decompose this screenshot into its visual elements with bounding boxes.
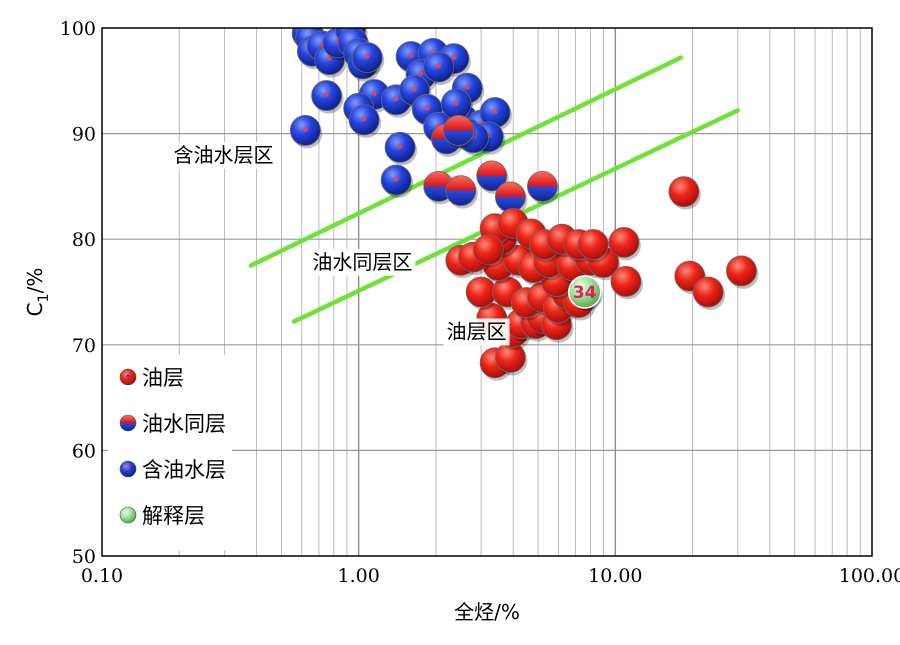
plot-frame: [101, 27, 873, 557]
y-tick-label: 50: [72, 546, 96, 568]
data-points: [289, 28, 759, 381]
data-point: [465, 276, 499, 310]
data-point: [289, 115, 323, 149]
y-tick-label: 80: [72, 229, 96, 251]
data-point: [527, 170, 560, 205]
data-point: [423, 51, 456, 86]
annotations: 34: [567, 275, 603, 311]
data-point: [726, 255, 759, 289]
data-point: [445, 175, 478, 209]
y-tick-label: 70: [72, 335, 96, 357]
x-tick-label: 1.00: [338, 565, 380, 587]
region-label: 油层区: [447, 319, 507, 343]
data-point: [311, 80, 344, 114]
data-point: [384, 131, 418, 166]
legend-label: 解释层: [142, 504, 205, 528]
data-point: [472, 234, 506, 268]
data-point: [577, 229, 611, 263]
x-tick-label: 10.00: [588, 565, 642, 587]
y-tick-label: 90: [72, 124, 96, 146]
data-point: [668, 176, 701, 210]
data-point: [348, 104, 382, 138]
legend-marker: [119, 506, 137, 524]
legend-marker: [119, 414, 137, 432]
legend-label: 含油水层: [142, 458, 226, 482]
data-point: [692, 276, 726, 310]
data-point: [608, 226, 641, 261]
y-axis-title: C1/%: [23, 268, 52, 317]
data-point: [494, 342, 528, 376]
x-axis-title: 全烃/%: [454, 600, 520, 624]
data-point: [380, 164, 414, 199]
x-tick-label: 0.10: [81, 565, 123, 587]
data-point: [351, 42, 385, 76]
legend-label: 油水同层: [142, 412, 226, 436]
data-point: [443, 115, 476, 149]
boundary-line: [248, 55, 684, 268]
interpreted-point: [567, 275, 602, 309]
legend-label: 油层: [142, 366, 184, 390]
annotation-label: 34: [573, 283, 597, 303]
y-tick-label: 60: [72, 440, 96, 462]
data-point: [610, 266, 643, 300]
x-tick-label: 100.00: [839, 565, 900, 587]
region-label: 油水同层区: [312, 250, 412, 274]
y-tick-label: 100: [60, 18, 96, 40]
region-label: 含油水层区: [174, 143, 274, 167]
tick-labels: 0.10 1.00 10.00 100.00 50 60 70 80 90 100: [60, 18, 900, 587]
